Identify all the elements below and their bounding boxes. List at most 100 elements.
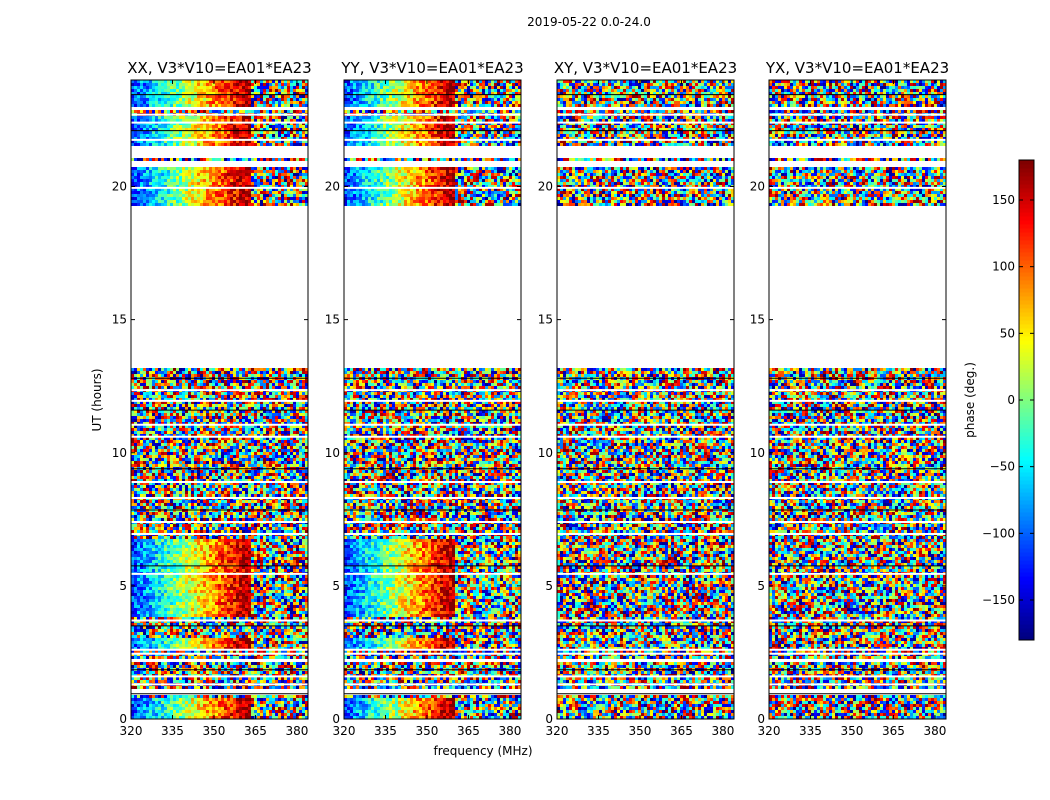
y-tick-label: 5 bbox=[545, 579, 553, 593]
colorbar-segment bbox=[1019, 612, 1034, 617]
panel-yx: YX, V3*V10=EA01*EA23 320 335 350 365 380 0 5 10 1… bbox=[750, 59, 949, 738]
colorbar: −150 −100 −50 0 50 100 150 bbox=[982, 159, 1035, 641]
x-tick-label: 365 bbox=[244, 724, 267, 738]
x-axis-label: frequency (MHz) bbox=[433, 744, 532, 758]
x-tick-label: 335 bbox=[587, 724, 610, 738]
colorbar-segment bbox=[1019, 228, 1034, 233]
colorbar-segment bbox=[1019, 416, 1034, 421]
y-tick-label: 20 bbox=[325, 180, 340, 194]
colorbar-segment bbox=[1019, 216, 1034, 221]
panel-title: YX, V3*V10=EA01*EA23 bbox=[765, 59, 949, 77]
colorbar-segment bbox=[1019, 424, 1034, 429]
colorbar-segment bbox=[1019, 500, 1034, 505]
y-tick-label: 5 bbox=[757, 579, 765, 593]
panel-title: YY, V3*V10=EA01*EA23 bbox=[340, 59, 523, 77]
colorbar-segment bbox=[1019, 284, 1034, 289]
colorbar-segment bbox=[1019, 472, 1034, 477]
colorbar-segment bbox=[1019, 452, 1034, 457]
colorbar-segment bbox=[1019, 292, 1034, 297]
x-tick-label: 365 bbox=[882, 724, 905, 738]
colorbar-segment bbox=[1019, 184, 1034, 189]
colorbar-segment bbox=[1019, 196, 1034, 201]
colorbar-segment bbox=[1019, 624, 1034, 629]
colorbar-segment bbox=[1019, 520, 1034, 525]
x-tick-label: 335 bbox=[374, 724, 397, 738]
y-axis-label: UT (hours) bbox=[90, 368, 104, 431]
colorbar-segment bbox=[1019, 288, 1034, 293]
colorbar-segment bbox=[1019, 620, 1034, 625]
colorbar-segment bbox=[1019, 524, 1034, 529]
colorbar-segment bbox=[1019, 412, 1034, 417]
colorbar-segment bbox=[1019, 192, 1034, 197]
colorbar-segment bbox=[1019, 464, 1034, 469]
x-tick-label: 320 bbox=[333, 724, 356, 738]
colorbar-segment bbox=[1019, 212, 1034, 217]
y-tick-label: 15 bbox=[538, 313, 553, 327]
colorbar-segment bbox=[1019, 272, 1034, 277]
colorbar-segment bbox=[1019, 632, 1034, 637]
x-tick-label: 350 bbox=[416, 724, 439, 738]
colorbar-segment bbox=[1019, 380, 1034, 385]
y-tick-label: 0 bbox=[545, 712, 553, 726]
colorbar-segment bbox=[1019, 608, 1034, 613]
panel-title: XX, V3*V10=EA01*EA23 bbox=[127, 59, 311, 77]
colorbar-segment bbox=[1019, 600, 1034, 605]
colorbar-segment bbox=[1019, 392, 1034, 397]
x-tick-label: 320 bbox=[758, 724, 781, 738]
colorbar-segment bbox=[1019, 384, 1034, 389]
phase-raster bbox=[769, 80, 946, 719]
colorbar-segment bbox=[1019, 444, 1034, 449]
x-tick-label: 380 bbox=[923, 724, 946, 738]
colorbar-segment bbox=[1019, 372, 1034, 377]
colorbar-tick-label: −50 bbox=[990, 460, 1015, 474]
colorbar-segment bbox=[1019, 544, 1034, 549]
x-tick-label: 365 bbox=[457, 724, 480, 738]
y-tick-label: 15 bbox=[112, 313, 127, 327]
colorbar-segment bbox=[1019, 400, 1034, 405]
y-tick-label: 10 bbox=[750, 446, 765, 460]
colorbar-segment bbox=[1019, 404, 1034, 409]
colorbar-segment bbox=[1019, 324, 1034, 329]
panel-title: XY, V3*V10=EA01*EA23 bbox=[554, 59, 737, 77]
y-tick-label: 0 bbox=[332, 712, 340, 726]
colorbar-segment bbox=[1019, 268, 1034, 273]
colorbar-segment bbox=[1019, 504, 1034, 509]
colorbar-segment bbox=[1019, 328, 1034, 333]
colorbar-segment bbox=[1019, 468, 1034, 473]
colorbar-segment bbox=[1019, 320, 1034, 325]
colorbar-segment bbox=[1019, 336, 1034, 341]
colorbar-segment bbox=[1019, 160, 1034, 165]
y-tick-label: 20 bbox=[750, 180, 765, 194]
colorbar-segment bbox=[1019, 436, 1034, 441]
colorbar-segment bbox=[1019, 564, 1034, 569]
colorbar-segment bbox=[1019, 580, 1034, 585]
colorbar-segment bbox=[1019, 376, 1034, 381]
colorbar-segment bbox=[1019, 628, 1034, 633]
colorbar-segment bbox=[1019, 592, 1034, 597]
colorbar-segment bbox=[1019, 356, 1034, 361]
panel-xx: XX, V3*V10=EA01*EA23 320 335 350 365 380 0 5 10 1… bbox=[112, 59, 312, 738]
colorbar-segment bbox=[1019, 340, 1034, 345]
x-tick-label: 365 bbox=[670, 724, 693, 738]
colorbar-segment bbox=[1019, 188, 1034, 193]
colorbar-segment bbox=[1019, 408, 1034, 413]
colorbar-segment bbox=[1019, 256, 1034, 261]
colorbar-segment bbox=[1019, 348, 1034, 353]
colorbar-segment bbox=[1019, 312, 1034, 317]
colorbar-tick-label: 50 bbox=[1000, 326, 1015, 340]
colorbar-label: phase (deg.) bbox=[963, 362, 977, 438]
colorbar-segment bbox=[1019, 164, 1034, 169]
colorbar-segment bbox=[1019, 636, 1034, 641]
colorbar-segment bbox=[1019, 368, 1034, 373]
colorbar-segment bbox=[1019, 540, 1034, 545]
colorbar-segment bbox=[1019, 176, 1034, 181]
colorbar-tick-label: 150 bbox=[992, 193, 1015, 207]
colorbar-segment bbox=[1019, 584, 1034, 589]
x-tick-label: 320 bbox=[120, 724, 143, 738]
colorbar-segment bbox=[1019, 440, 1034, 445]
y-tick-label: 10 bbox=[112, 446, 127, 460]
colorbar-segment bbox=[1019, 428, 1034, 433]
colorbar-segment bbox=[1019, 448, 1034, 453]
x-tick-label: 320 bbox=[546, 724, 569, 738]
colorbar-segment bbox=[1019, 388, 1034, 393]
